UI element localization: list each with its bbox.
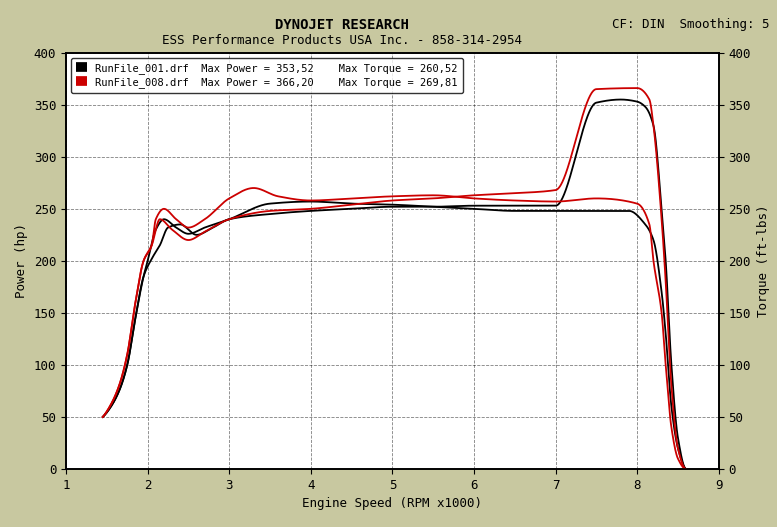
Y-axis label: Torque (ft-lbs): Torque (ft-lbs) xyxy=(757,204,769,317)
X-axis label: Engine Speed (RPM x1000): Engine Speed (RPM x1000) xyxy=(302,497,483,510)
Legend: RunFile_001.drf  Max Power = 353,52    Max Torque = 260,52, RunFile_008.drf  Max: RunFile_001.drf Max Power = 353,52 Max T… xyxy=(71,58,463,93)
Text: DYNOJET RESEARCH: DYNOJET RESEARCH xyxy=(275,18,409,33)
Text: ESS Performance Products USA Inc. - 858-314-2954: ESS Performance Products USA Inc. - 858-… xyxy=(162,34,522,47)
Text: CF: DIN  Smoothing: 5: CF: DIN Smoothing: 5 xyxy=(611,18,769,32)
Y-axis label: Power (hp): Power (hp) xyxy=(16,223,28,298)
